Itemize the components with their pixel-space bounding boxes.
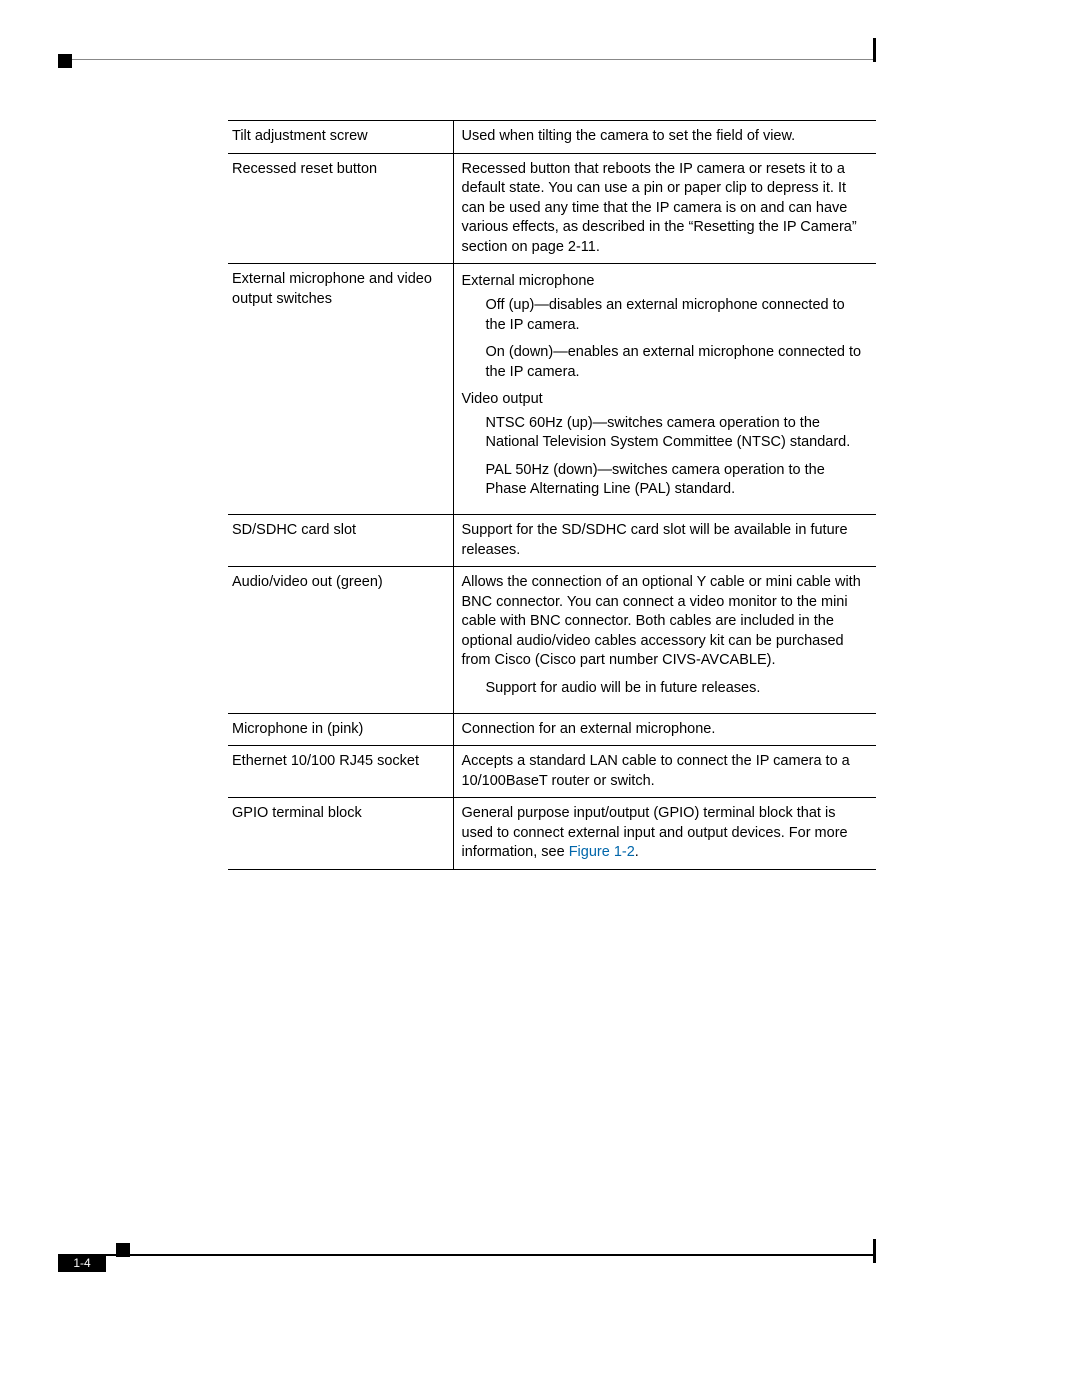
sub-item: On (down)—enables an external microphone… [486, 343, 869, 382]
table-row: GPIO terminal block General purpose inpu… [228, 798, 876, 870]
table-row: SD/SDHC card slot Support for the SD/SDH… [228, 515, 876, 567]
desc-para: Allows the connection of an optional Y c… [462, 573, 869, 671]
sub-item: PAL 50Hz (down)—switches camera operatio… [486, 461, 869, 500]
table-row: Microphone in (pink) Connection for an e… [228, 713, 876, 746]
sub-item: NTSC 60Hz (up)—switches camera operation… [486, 414, 869, 453]
footer-rule [106, 1254, 876, 1256]
table-row: Ethernet 10/100 RJ45 socket Accepts a st… [228, 746, 876, 798]
crop-tick-bottom-right [873, 1239, 876, 1263]
subheading: External microphone [462, 272, 869, 292]
subheading: Video output [462, 390, 869, 410]
sub-item: Off (up)—disables an external microphone… [486, 296, 869, 335]
desc-text: General purpose input/output (GPIO) term… [462, 805, 848, 860]
row-label: Tilt adjustment screw [228, 121, 453, 154]
page-content: Tilt adjustment screw Used when tilting … [228, 120, 876, 870]
row-label: Microphone in (pink) [228, 713, 453, 746]
row-label: External microphone and video output swi… [228, 264, 453, 515]
row-desc: Accepts a standard LAN cable to connect … [453, 746, 876, 798]
table-row: Tilt adjustment screw Used when tilting … [228, 121, 876, 154]
row-desc: Connection for an external microphone. [453, 713, 876, 746]
table-row: Recessed reset button Recessed button th… [228, 153, 876, 264]
row-desc: General purpose input/output (GPIO) term… [453, 798, 876, 870]
row-label: SD/SDHC card slot [228, 515, 453, 567]
row-label: Audio/video out (green) [228, 567, 453, 713]
spec-table: Tilt adjustment screw Used when tilting … [228, 120, 876, 870]
table-row: Audio/video out (green) Allows the conne… [228, 567, 876, 713]
page-number: 1-4 [58, 1254, 106, 1272]
row-desc: Allows the connection of an optional Y c… [453, 567, 876, 713]
row-label: GPIO terminal block [228, 798, 453, 870]
crop-tick-top-right [873, 38, 876, 62]
row-label: Recessed reset button [228, 153, 453, 264]
row-desc: Support for the SD/SDHC card slot will b… [453, 515, 876, 567]
table-row: External microphone and video output swi… [228, 264, 876, 515]
desc-para: Support for audio will be in future rele… [486, 679, 869, 699]
row-label: Ethernet 10/100 RJ45 socket [228, 746, 453, 798]
row-desc: External microphone Off (up)—disables an… [453, 264, 876, 515]
figure-link[interactable]: Figure 1-2 [569, 844, 635, 860]
desc-text: . [635, 844, 639, 860]
row-desc: Used when tilting the camera to set the … [453, 121, 876, 154]
row-desc: Recessed button that reboots the IP came… [453, 153, 876, 264]
